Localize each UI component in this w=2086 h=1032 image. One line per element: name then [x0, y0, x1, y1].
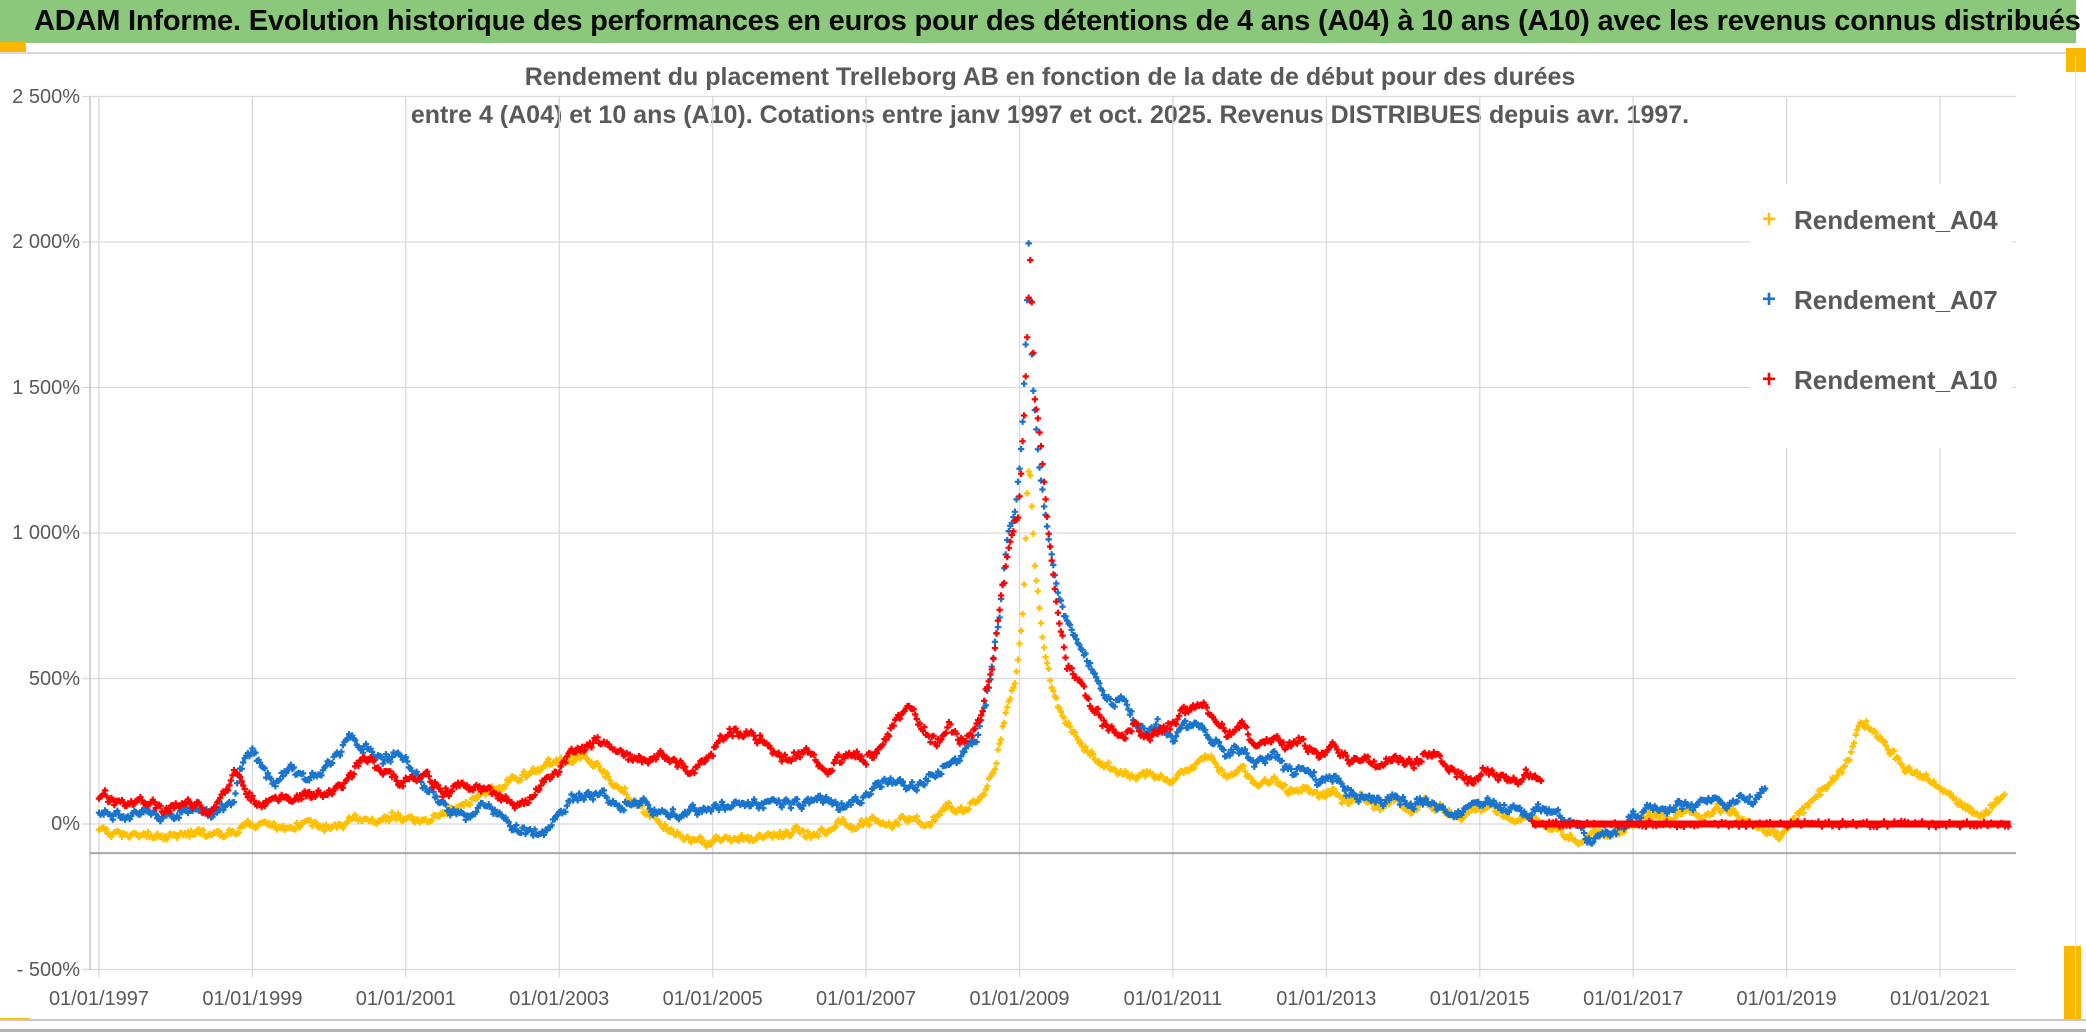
x-axis-label: 01/01/2003	[509, 988, 610, 1010]
corner-accent-top-right	[2066, 48, 2086, 72]
y-axis-label: 1 500%	[12, 376, 80, 399]
legend-item: + Rendement_A10	[1758, 362, 2012, 398]
series-rendement_a04-markers	[95, 468, 2008, 850]
legend-label: Rendement_A10	[1794, 364, 1998, 395]
banner-title: ADAM Informe. Evolution historique des p…	[34, 5, 2081, 37]
y-axis-label: 500%	[28, 667, 80, 690]
x-axis-label: 01/01/2007	[816, 988, 917, 1010]
legend: + Rendement_A04 + Rendement_A07 + Rendement_A…	[1750, 184, 2012, 448]
y-axis-label: 1 000%	[12, 522, 80, 544]
legend-item: + Rendement_A07	[1758, 282, 2012, 318]
x-axis-label: 01/01/2021	[1889, 988, 1991, 1010]
y-axis-label: 2 500%	[12, 85, 80, 108]
x-axis-label: 01/01/2011	[1123, 988, 1223, 1010]
chart-title-line2: entre 4 (A04) et 10 ans (A10). Cotations…	[410, 101, 1690, 129]
corner-accent-top-left	[0, 42, 26, 52]
bottom-edge-line	[0, 1029, 2086, 1032]
series-rendement_a10-markers	[95, 256, 1545, 817]
x-axis-label: 01/01/2019	[1736, 988, 1837, 1010]
x-axis-label: 01/01/2001	[355, 988, 456, 1010]
series-rendement_a10-flat-zero-markers	[1528, 817, 2012, 831]
bottom-strip	[0, 1019, 2086, 1032]
corner-accent-bottom-right	[2064, 946, 2081, 1020]
x-axis-label: 01/01/2013	[1276, 988, 1377, 1010]
legend-label: Rendement_A04	[1794, 204, 1998, 235]
chart-title: Rendement du placement Trelleborg AB en …	[300, 58, 1800, 134]
banner-divider	[0, 52, 2086, 54]
plus-icon: +	[1761, 366, 1776, 393]
y-axis-label: 0%	[51, 813, 80, 835]
right-margin-line	[2075, 56, 2076, 1018]
x-axis-label: 01/01/2015	[1429, 988, 1530, 1010]
x-axis-label: 01/01/1999	[202, 988, 303, 1010]
x-axis-label: 01/01/1997	[48, 988, 150, 1010]
x-axis-label: 01/01/2017	[1583, 988, 1684, 1010]
plus-icon: +	[1761, 206, 1776, 233]
x-axis-label: 01/01/2009	[969, 988, 1070, 1010]
y-axis-label: 2 000%	[12, 231, 80, 253]
y-axis-label: - 500%	[16, 958, 80, 981]
legend-item: + Rendement_A04	[1758, 202, 2012, 238]
banner: ADAM Informe. Evolution historique des p…	[0, 0, 2081, 43]
plus-icon: +	[1761, 286, 1776, 313]
chart-title-line1: Rendement du placement Trelleborg AB en …	[524, 63, 1576, 91]
series-rendement_a07-markers	[95, 240, 1769, 847]
x-axis-label: 01/01/2005	[662, 988, 763, 1010]
legend-label: Rendement_A07	[1794, 284, 1998, 315]
